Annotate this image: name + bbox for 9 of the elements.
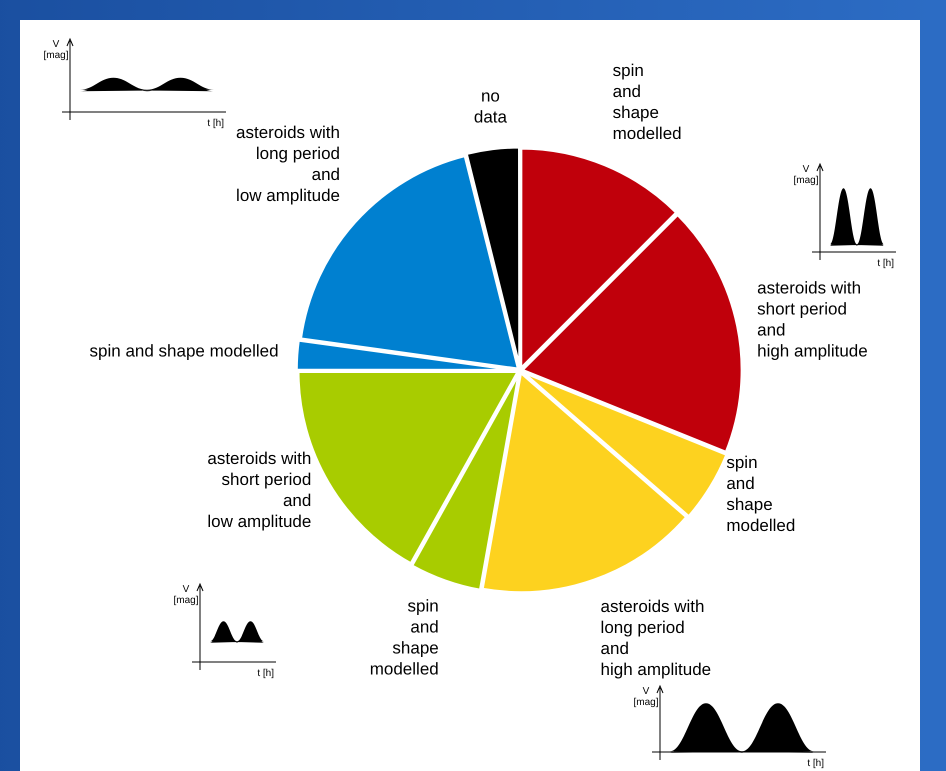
slice-label: asteroids with long period and low amplitude bbox=[236, 122, 340, 205]
slice-label: spin and shape modelled bbox=[726, 453, 796, 536]
slice-label: spin and shape modelled bbox=[90, 341, 279, 360]
slice-label: asteroids with short period and high amplitude bbox=[757, 278, 868, 360]
slice-label: asteroids with short period and low amplitude bbox=[207, 449, 312, 532]
slice-label: spin and shape modelled bbox=[612, 61, 682, 144]
slice-label: spin and shape modelled bbox=[370, 596, 439, 679]
slice-label: asteroids with long period and high amplitude bbox=[600, 596, 712, 679]
slice-label: no data bbox=[474, 86, 508, 126]
